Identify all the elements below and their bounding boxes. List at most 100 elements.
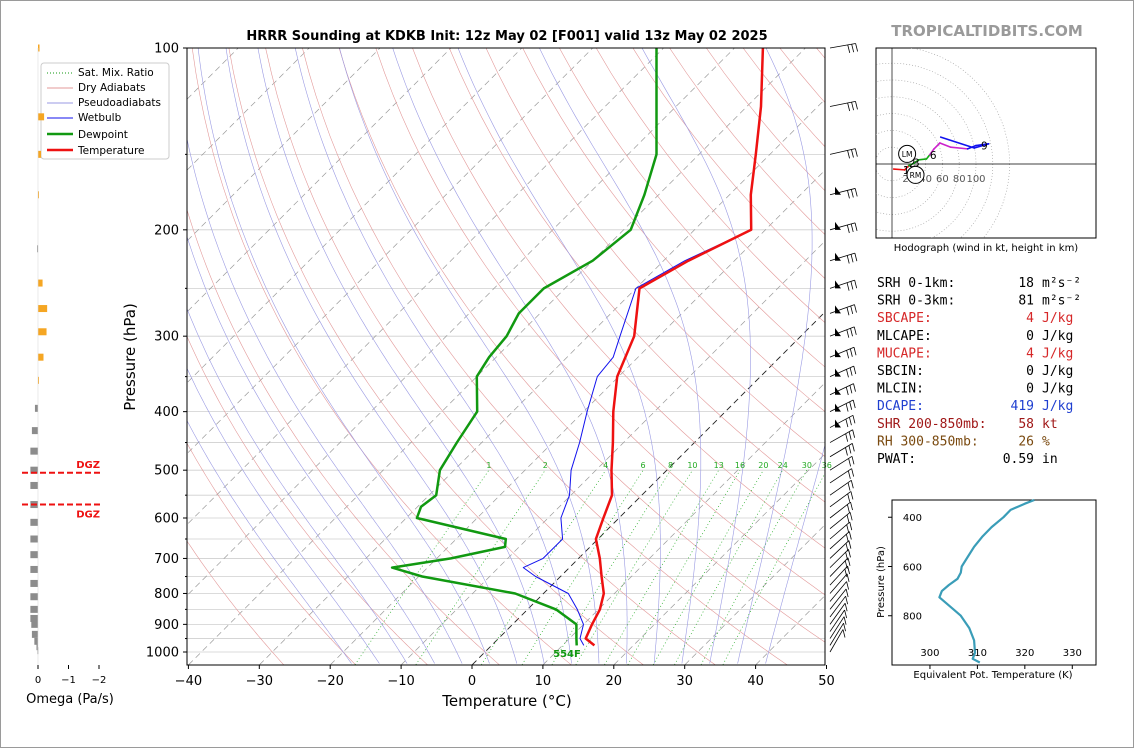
index-value: 419 bbox=[1011, 399, 1034, 414]
isotherm-line bbox=[684, 524, 825, 665]
wind-barb-feather bbox=[847, 190, 850, 199]
omega-tick-label: −2 bbox=[92, 675, 107, 686]
wind-barb-feather bbox=[846, 307, 850, 316]
storm-motion-marker-lm bbox=[898, 144, 917, 163]
mixing-ratio-label: 16 bbox=[735, 461, 745, 470]
wind-barb-feather bbox=[846, 369, 849, 378]
omega-bar bbox=[31, 427, 38, 435]
wind-barb-feather bbox=[849, 348, 853, 357]
wind-barb-feather bbox=[850, 189, 854, 198]
storm-motion-marker-rm bbox=[906, 165, 925, 184]
hodograph-height-label: 1 bbox=[903, 165, 910, 177]
index-unit: J/kg bbox=[1042, 399, 1073, 414]
wind-barb-staff bbox=[829, 557, 849, 577]
hodograph-segment bbox=[903, 164, 910, 171]
wind-barb-feather bbox=[848, 549, 851, 558]
legend-label-sat-mix: Sat. Mix. Ratio bbox=[78, 67, 154, 79]
omega-bar bbox=[30, 481, 38, 489]
wind-barb-feather bbox=[850, 305, 854, 315]
index-value: 0 bbox=[1026, 382, 1034, 397]
mixing-ratio-line bbox=[521, 470, 644, 665]
wind-barb-feather bbox=[849, 417, 852, 426]
mixing-ratio-label: 4 bbox=[603, 461, 608, 470]
omega-bar bbox=[30, 447, 38, 455]
wind-barb-feather bbox=[849, 512, 853, 521]
theta-e-x-tick-label: 330 bbox=[1063, 648, 1082, 659]
wind-barb-staff bbox=[829, 581, 847, 602]
indices-table: SRH 0-1km: 18 m²s⁻² SRH 0-3km: 81 m²s⁻² SBCAPE… bbox=[877, 276, 1081, 467]
wind-barb-feather bbox=[853, 365, 857, 375]
mixing-ratio-label: 30 bbox=[802, 461, 812, 470]
wind-barb-feather bbox=[850, 501, 853, 511]
wind-barb-feather bbox=[845, 433, 849, 442]
wind-barb-staff bbox=[829, 588, 847, 610]
wind-barb-staff bbox=[829, 540, 850, 559]
mixing-ratio-label: 36 bbox=[822, 461, 832, 470]
omega-bar bbox=[30, 518, 38, 526]
index-value: 4 bbox=[1026, 311, 1034, 326]
wind-barb-feather bbox=[854, 280, 858, 289]
wind-barb-feather bbox=[854, 304, 857, 313]
wind-barb-flag bbox=[835, 252, 841, 261]
mixing-ratio-line bbox=[700, 470, 808, 665]
isotherm-line bbox=[330, 169, 825, 665]
index-unit: J/kg bbox=[1042, 382, 1073, 397]
wind-barb-feather bbox=[844, 609, 847, 619]
wind-barb-feather bbox=[845, 588, 849, 598]
legend-label-dry: Dry Adiabats bbox=[78, 82, 146, 94]
index-value: 81 bbox=[1018, 294, 1034, 309]
index-label: SBCAPE: bbox=[877, 311, 932, 326]
wind-barb-feather bbox=[854, 253, 858, 262]
dry-adiabat-line bbox=[522, 48, 825, 412]
wind-barb-feather bbox=[847, 493, 851, 502]
index-value: 0 bbox=[1026, 364, 1034, 379]
index-label: SRH 0-3km: bbox=[877, 294, 955, 309]
omega-bar bbox=[34, 637, 38, 645]
wind-barb-staff bbox=[829, 188, 856, 196]
omega-bar bbox=[38, 328, 47, 336]
hodograph-height-label: 2 bbox=[909, 158, 916, 170]
isotherm-line bbox=[542, 382, 825, 665]
index-unit: J/kg bbox=[1042, 364, 1073, 379]
wind-barb-feather bbox=[847, 557, 851, 566]
pseudoadiabat-line bbox=[294, 48, 572, 664]
wind-barb-staff bbox=[829, 365, 854, 377]
legend-label-pseudo: Pseudoadiabats bbox=[78, 97, 161, 109]
mixing-ratio-labels: 1 2 4 6 8 10 13 16 20 24 30 36 bbox=[486, 461, 832, 470]
mixing-ratio-line bbox=[604, 470, 720, 665]
omega-bar bbox=[38, 305, 48, 313]
skewt-xlabel: Temperature (°C) bbox=[441, 692, 571, 710]
dry-adiabat-line bbox=[485, 48, 825, 458]
wind-barb-feather bbox=[845, 447, 848, 456]
wind-barb-feather bbox=[846, 255, 850, 264]
omega-bar bbox=[38, 279, 43, 287]
mixing-ratio-label: 2 bbox=[543, 461, 548, 470]
wind-barb-staff bbox=[829, 602, 846, 625]
wind-barb-staff bbox=[829, 326, 855, 337]
index-unit: m²s⁻² bbox=[1042, 294, 1081, 309]
x-tick-label: −40 bbox=[175, 674, 202, 689]
y-tick-label: 1000 bbox=[146, 646, 179, 661]
wind-barb-feather bbox=[844, 568, 848, 578]
index-unit: kt bbox=[1042, 417, 1058, 432]
theta-e-x-tick-label: 300 bbox=[920, 648, 939, 659]
mixing-ratio-label: 6 bbox=[641, 461, 646, 470]
index-unit: J/kg bbox=[1042, 346, 1073, 361]
dry-adiabat-line bbox=[338, 48, 825, 643]
theta-e-frame bbox=[891, 499, 1097, 666]
pseudoadiabat-line bbox=[457, 48, 661, 664]
dry-adiabat-line bbox=[228, 48, 644, 665]
dry-adiabat-line bbox=[187, 442, 356, 665]
dry-adiabat-line bbox=[375, 48, 825, 596]
wind-barb-feather bbox=[855, 43, 858, 52]
omega-bar bbox=[38, 150, 42, 158]
index-value: 58 bbox=[1018, 417, 1034, 432]
wind-barb-feather bbox=[845, 386, 849, 396]
index-unit: in bbox=[1042, 452, 1058, 467]
hodograph-segment bbox=[949, 146, 969, 150]
mixing-ratio-line bbox=[652, 470, 764, 665]
theta-e-line bbox=[938, 498, 1035, 664]
x-tick-label: 20 bbox=[606, 674, 623, 689]
isotherm-line bbox=[259, 98, 825, 665]
dry-adiabat-line bbox=[412, 48, 825, 549]
